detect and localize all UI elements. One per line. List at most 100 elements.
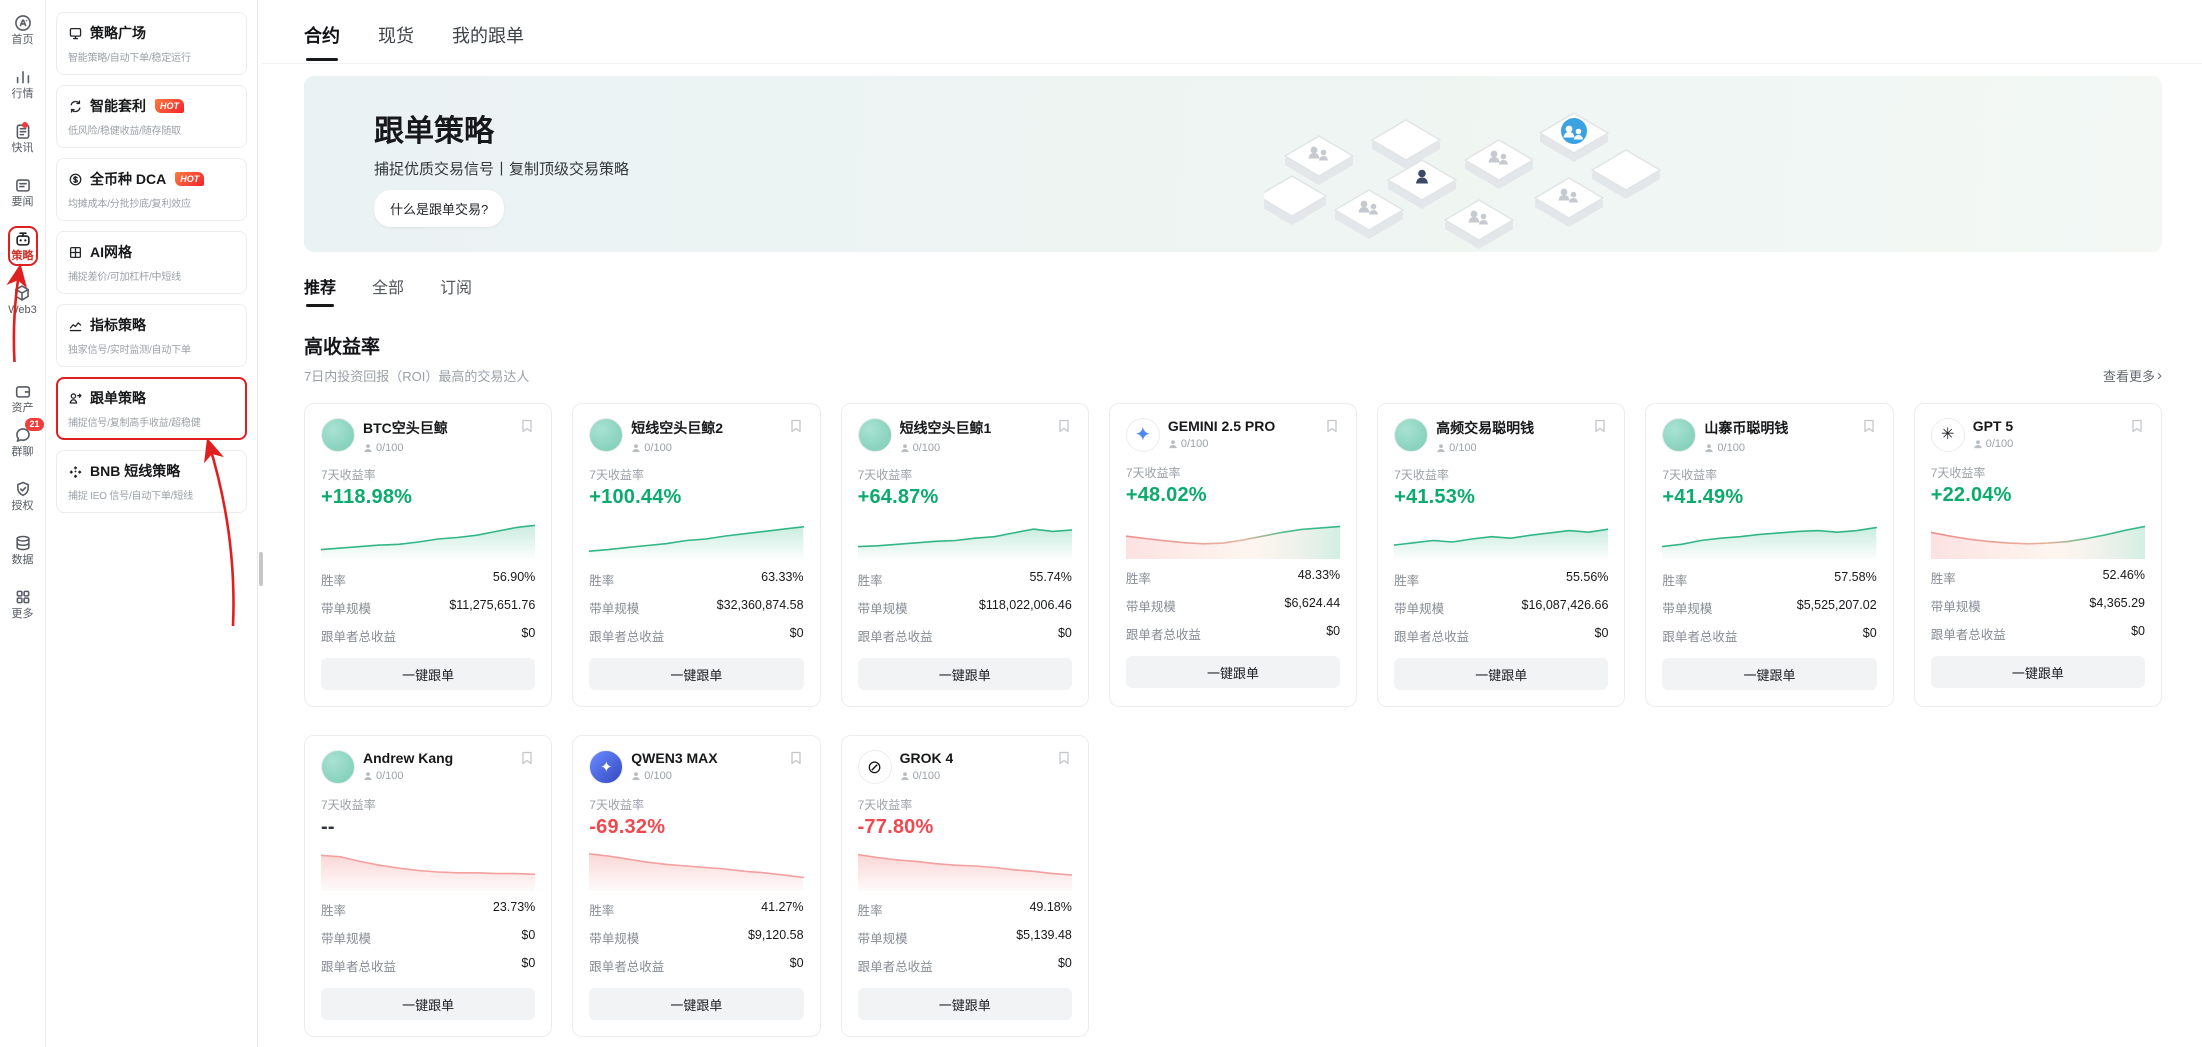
trader-cards-grid: BTC空头巨鲸 0/100 7天收益率 +118.98% 胜率 56.90% 带单… — [304, 403, 2162, 1037]
bookmark-icon[interactable] — [788, 418, 804, 434]
rail-item-label: 快讯 — [11, 142, 34, 154]
sidebar-scrollbar-thumb[interactable] — [259, 552, 263, 586]
market-tab-contract[interactable]: 合约 — [304, 22, 340, 61]
sidebar-item-indicator[interactable]: 指标策略 独家信号/实时监测/自动下单 — [56, 304, 247, 367]
filter-tab-subscribed[interactable]: 订阅 — [440, 280, 473, 297]
rail-item-icon — [13, 284, 31, 302]
copy-trade-button[interactable]: 一键跟单 — [1930, 656, 2145, 688]
win-rate-label: 胜率 — [321, 574, 347, 588]
win-rate-value: 55.56% — [1566, 570, 1609, 584]
bookmark-icon[interactable] — [2129, 418, 2145, 434]
trader-name: GROK 4 — [899, 750, 954, 766]
view-more-label: 查看更多 — [2102, 369, 2155, 384]
trader-slots: 0/100 — [1436, 442, 1534, 454]
followers-pnl-value: $0 — [789, 956, 804, 970]
trader-avatar — [1394, 418, 1429, 452]
trader-stats: 胜率 41.27% 带单规模 $9,120.58 跟单者总收益 $0 — [589, 900, 803, 975]
market-type-tabs: 合约 现货 我的跟单 — [262, 0, 2202, 64]
sidebar-item-title: 策略广场 — [90, 25, 146, 41]
avatar-glyph: ✳ — [1941, 426, 1955, 443]
trader-card[interactable]: 短线空头巨鲸1 0/100 7天收益率 +64.87% 胜率 55.74% 带单规… — [840, 403, 1089, 707]
sidebar-item-dca[interactable]: 全币种 DCA HOT 均摊成本/分批抄底/复利效应 — [56, 158, 247, 221]
sidebar-item-copy-trading[interactable]: 跟单策略 捕捉信号/复制高手收益/超稳健 — [56, 377, 247, 440]
left-icon-rail: 首页 行情 快讯 要闻 策略 Web3 资产 群聊 21 授权 数据 更多 — [0, 0, 46, 1047]
bookmark-icon[interactable] — [519, 750, 535, 766]
followers-icon — [632, 772, 641, 781]
rail-item-more[interactable]: 更多 — [12, 588, 34, 620]
rail-item-assets[interactable]: 资产 — [12, 382, 34, 414]
bookmark-icon[interactable] — [1861, 418, 1877, 434]
trader-name: 山寨币聪明钱 — [1704, 420, 1789, 436]
copy-trade-button[interactable]: 一键跟单 — [321, 988, 536, 1020]
roi-label: 7天收益率 — [321, 798, 376, 812]
copy-trade-button[interactable]: 一键跟单 — [321, 658, 536, 690]
trader-card[interactable]: 山寨币聪明钱 0/100 7天收益率 +41.49% 胜率 57.58% 带单规模… — [1645, 403, 1894, 707]
sidebar-item-subtitle: 捕捉 IEO 信号/自动下单/短线 — [68, 491, 193, 502]
roi-label: 7天收益率 — [589, 468, 644, 482]
bookmark-icon[interactable] — [519, 418, 535, 434]
rail-item-home[interactable]: 首页 — [12, 14, 34, 46]
copy-trade-button[interactable]: 一键跟单 — [1662, 658, 1877, 690]
roi-value: -- — [321, 816, 335, 838]
filter-tab-recommended[interactable]: 推荐 — [304, 274, 336, 307]
sidebar-item-bnb-short[interactable]: BNB 短线策略 捕捉 IEO 信号/自动下单/短线 — [56, 450, 247, 513]
what-is-copy-trading-button[interactable]: 什么是跟单交易? — [374, 190, 505, 227]
copy-trade-button[interactable]: 一键跟单 — [589, 988, 804, 1020]
filter-tabs: 推荐 全部 订阅 — [304, 274, 2162, 310]
trader-card[interactable]: 短线空头巨鲸2 0/100 7天收益率 +100.44% 胜率 63.33% 带单… — [572, 403, 821, 707]
copy-trade-button[interactable]: 一键跟单 — [857, 658, 1072, 690]
rail-item-icon — [14, 534, 32, 552]
market-tab-my-copy[interactable]: 我的跟单 — [452, 25, 524, 46]
trader-avatar — [589, 418, 624, 452]
trader-avatar: ✦ — [1125, 418, 1160, 452]
trader-card[interactable]: Andrew Kang 0/100 7天收益率 -- 胜率 23.73% 带单规模… — [304, 735, 553, 1037]
rail-item-data[interactable]: 数据 — [12, 534, 34, 566]
rail-item-label: 更多 — [11, 608, 34, 620]
bookmark-icon[interactable] — [1056, 750, 1072, 766]
aum-label: 带单规模 — [857, 602, 908, 616]
trader-card[interactable]: ✳ GPT 5 0/100 7天收益率 +22.04% 胜率 52.46% 带单规… — [1913, 403, 2162, 707]
trader-card[interactable]: ⊘ GROK 4 0/100 7天收益率 -77.80% 胜率 49.18% 带单… — [840, 735, 1089, 1037]
trader-slots: 0/100 — [900, 442, 992, 454]
copy-trade-button[interactable]: 一键跟单 — [589, 658, 804, 690]
trader-avatar — [321, 750, 355, 784]
copy-trade-button[interactable]: 一键跟单 — [1125, 656, 1341, 688]
rail-item-strategy[interactable]: 策略 — [7, 226, 38, 266]
aum-value: $9,120.58 — [747, 928, 804, 942]
rail-item-headlines[interactable]: 要闻 — [12, 176, 34, 208]
roi-label: 7天收益率 — [321, 468, 376, 482]
roi-sparkline — [1125, 525, 1341, 559]
market-tab-spot[interactable]: 现货 — [378, 25, 414, 46]
trader-card[interactable]: ✦ GEMINI 2.5 PRO 0/100 7天收益率 +48.02% 胜率 4… — [1108, 403, 1358, 707]
trader-card[interactable]: ✦ QWEN3 MAX 0/100 7天收益率 -69.32% 胜率 41.27%… — [572, 735, 821, 1037]
rail-item-news[interactable]: 快讯 — [12, 122, 34, 154]
bookmark-icon[interactable] — [1592, 418, 1608, 434]
trader-slots: 0/100 — [1168, 438, 1275, 450]
bookmark-icon[interactable] — [1056, 418, 1072, 434]
trader-card[interactable]: BTC空头巨鲸 0/100 7天收益率 +118.98% 胜率 56.90% 带单… — [304, 403, 553, 707]
bookmark-icon[interactable] — [1324, 418, 1340, 434]
aum-value: $118,022,006.46 — [978, 598, 1072, 612]
sidebar-item-plaza[interactable]: 策略广场 智能策略/自动下单/稳定运行 — [56, 12, 247, 75]
roi-sparkline — [1662, 526, 1877, 561]
bookmark-icon[interactable] — [788, 750, 804, 766]
sidebar-item-arbitrage[interactable]: 智能套利 HOT 低风险/稳健收益/随存随取 — [56, 85, 247, 148]
view-more-link[interactable]: 查看更多 › — [2103, 366, 2162, 385]
copy-trade-button[interactable]: 一键跟单 — [857, 988, 1072, 1020]
trader-name: 短线空头巨鲸1 — [899, 420, 992, 436]
rail-item-auth[interactable]: 授权 — [12, 480, 34, 512]
sidebar-item-icon — [68, 172, 83, 187]
rail-item-chat[interactable]: 群聊 21 — [12, 418, 44, 458]
trader-avatar: ✦ — [589, 750, 624, 784]
filter-tab-all[interactable]: 全部 — [372, 280, 405, 297]
trader-card[interactable]: 高频交易聪明钱 0/100 7天收益率 +41.53% 胜率 55.56% 带单规… — [1377, 403, 1626, 707]
followers-icon — [900, 444, 909, 453]
win-rate-label: 胜率 — [589, 904, 615, 918]
sidebar-item-title: 全币种 DCA — [90, 171, 167, 187]
sidebar-item-ai-grid[interactable]: AI网格 捕捉差价/可加杠杆/中短线 — [56, 231, 247, 294]
rail-item-markets[interactable]: 行情 — [12, 68, 34, 100]
copy-trade-button[interactable]: 一键跟单 — [1394, 658, 1609, 690]
trader-stats: 胜率 49.18% 带单规模 $5,139.48 跟单者总收益 $0 — [858, 900, 1072, 975]
rail-item-icon — [14, 382, 32, 400]
rail-item-web3[interactable]: Web3 — [8, 284, 37, 316]
